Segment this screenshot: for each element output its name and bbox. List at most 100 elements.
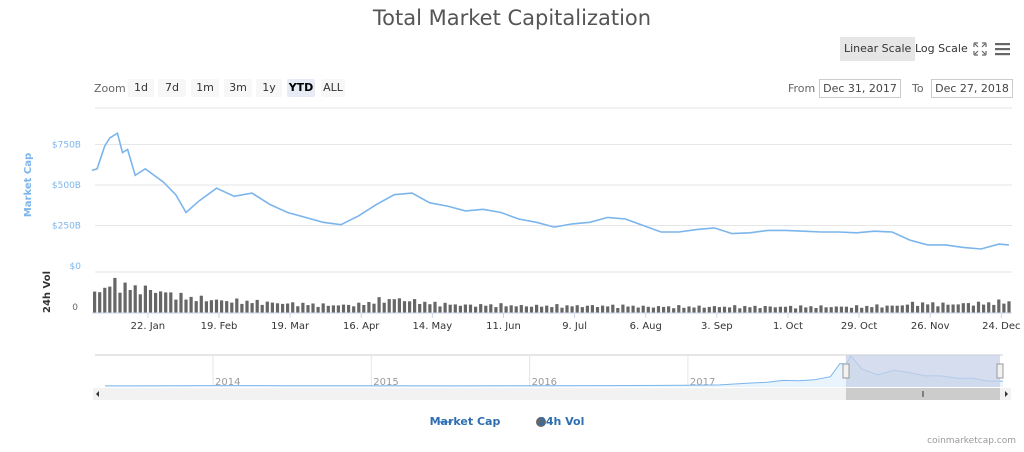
volume-bar <box>474 306 478 313</box>
volume-bar <box>103 287 107 313</box>
zoom-button-1m[interactable]: 1m <box>191 79 219 97</box>
volume-bar <box>895 305 899 313</box>
volume-bar <box>291 302 295 313</box>
zoom-button-all[interactable]: ALL <box>321 79 345 97</box>
volume-bar <box>189 296 193 313</box>
volume-bar <box>402 301 407 313</box>
volume-bar <box>885 305 889 313</box>
from-date-input[interactable]: Dec 31, 2017 <box>819 79 901 98</box>
volume-bar <box>433 301 437 313</box>
volume-bar <box>956 304 960 313</box>
volume-bar <box>936 306 940 313</box>
volume-bar <box>494 307 498 313</box>
volume-bar <box>966 303 970 313</box>
volume-bar <box>621 304 625 313</box>
volume-bar <box>1007 301 1011 313</box>
xtick-label: 29. Oct <box>841 321 877 332</box>
volume-bar <box>697 305 701 313</box>
volume-bar <box>768 306 772 313</box>
y-axis-title-volume: 24h Vol <box>42 271 53 313</box>
volume-bar <box>1002 303 1006 313</box>
volume-bar <box>250 303 254 313</box>
volume-bar <box>860 307 864 313</box>
navigator-left-handle[interactable] <box>842 363 850 379</box>
log-scale-button[interactable]: Log Scale <box>915 42 968 55</box>
volume-bar <box>336 305 340 313</box>
legend-circle-icon <box>536 417 546 427</box>
volume-bar <box>728 307 732 313</box>
legend-item-market-cap[interactable]: Market Cap <box>429 415 501 428</box>
volume-bar <box>367 302 371 313</box>
volume-bar <box>809 306 813 313</box>
linear-scale-button[interactable]: Linear Scale <box>840 37 916 61</box>
volume-bar <box>733 305 737 313</box>
volume-bar <box>484 305 488 313</box>
volume-bar <box>357 302 361 313</box>
volume-bar <box>550 307 554 313</box>
volume-bar <box>316 306 320 313</box>
volume-bar <box>646 306 650 313</box>
volume-bar <box>138 294 142 313</box>
navigator-right-handle[interactable] <box>996 363 1004 379</box>
xtick-label: 16. Apr <box>343 321 380 332</box>
scrollbar-track[interactable] <box>93 388 1011 400</box>
volume-bar <box>240 303 244 313</box>
volume-bar <box>819 305 823 313</box>
volume-bar <box>199 295 203 313</box>
legend-item-24h-vol[interactable]: 24h Vol <box>538 415 585 428</box>
to-date-input[interactable]: Dec 27, 2018 <box>931 79 1013 98</box>
volume-bar <box>159 291 163 313</box>
volume-bar <box>123 282 127 313</box>
volume-bar <box>453 304 457 313</box>
hamburger-menu-icon[interactable] <box>995 42 1011 56</box>
volume-bar <box>611 304 615 313</box>
volume-bar <box>926 304 930 313</box>
volume-bar <box>281 303 285 313</box>
scroll-right-arrow-icon[interactable] <box>1005 391 1008 397</box>
navigator-year-label: 2016 <box>532 377 557 388</box>
volume-bar <box>905 304 909 313</box>
volume-bar <box>834 306 838 313</box>
scroll-left-arrow-icon[interactable] <box>96 391 99 397</box>
volume-bar <box>814 308 818 313</box>
volume-bar <box>321 303 325 313</box>
zoom-button-1d[interactable]: 1d <box>128 79 154 97</box>
volume-bar <box>707 306 711 313</box>
ytick-label: $750B <box>52 141 81 151</box>
volume-bar <box>667 306 671 313</box>
volume-bar <box>509 305 513 313</box>
zoom-button-7d[interactable]: 7d <box>158 79 186 97</box>
volume-bar <box>535 304 539 313</box>
from-label: From <box>788 82 816 95</box>
volume-bar <box>870 307 874 313</box>
volume-bar <box>93 291 97 313</box>
volume-bar <box>601 305 605 313</box>
volume-bar <box>855 305 859 313</box>
zoom-button-ytd[interactable]: YTD <box>287 79 315 97</box>
volume-bar <box>971 305 975 313</box>
volume-bar <box>341 304 346 313</box>
volume-bar <box>458 305 462 313</box>
fullscreen-icon[interactable] <box>972 41 988 57</box>
volume-bar <box>113 277 117 313</box>
volume-bar <box>220 300 224 313</box>
volume-bar <box>677 305 681 313</box>
credit-link[interactable]: coinmarketcap.com <box>927 436 1016 446</box>
ytick-label: $250B <box>52 222 81 232</box>
volume-bar <box>570 306 574 313</box>
volume-bar <box>722 306 727 313</box>
volume-bar <box>758 308 762 313</box>
volume-bar <box>154 292 158 313</box>
volume-bar <box>524 306 528 313</box>
volume-bar <box>408 301 412 313</box>
zoom-button-3m[interactable]: 3m <box>224 79 252 97</box>
zoom-button-1y[interactable]: 1y <box>256 79 282 97</box>
volume-bar <box>987 302 991 313</box>
xtick-label: 3. Sep <box>701 321 733 332</box>
ytick-label: $500B <box>52 181 81 191</box>
volume-bar <box>682 307 686 313</box>
volume-bar <box>214 299 219 313</box>
volume-bar <box>631 305 635 313</box>
navigator-selected-range[interactable] <box>846 355 1000 387</box>
